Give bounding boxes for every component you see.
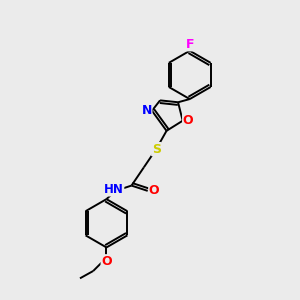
Text: O: O	[149, 184, 160, 197]
Text: N: N	[142, 104, 152, 117]
Text: O: O	[101, 255, 112, 268]
Text: S: S	[152, 142, 161, 156]
Text: O: O	[183, 114, 193, 127]
Text: HN: HN	[104, 183, 124, 196]
Text: F: F	[185, 38, 194, 51]
